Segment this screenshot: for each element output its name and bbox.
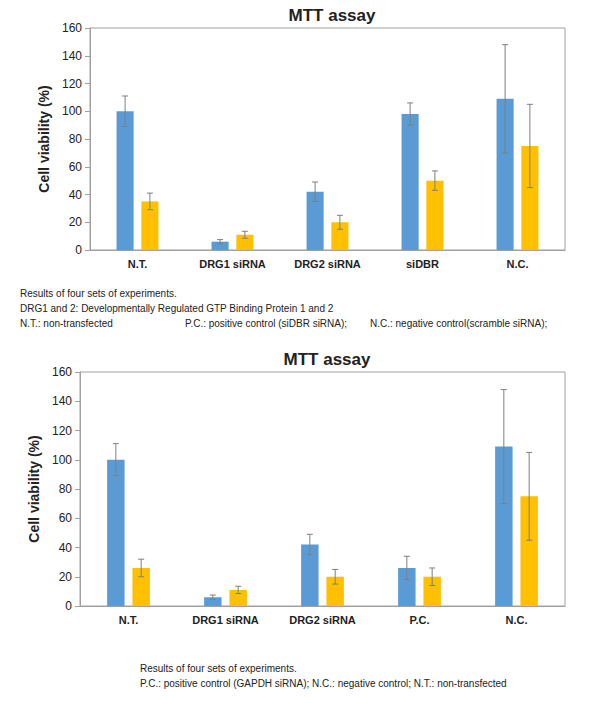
svg-text:N.T.: N.T. bbox=[128, 258, 148, 270]
svg-text:Cell viability (%): Cell viability (%) bbox=[26, 435, 42, 542]
svg-text:160: 160 bbox=[62, 21, 82, 35]
svg-text:20: 20 bbox=[69, 215, 83, 229]
svg-text:N.T.: N.T. bbox=[119, 614, 139, 626]
svg-text:P.C.: positive control (GAPDH: P.C.: positive control (GAPDH siRNA); N.… bbox=[140, 678, 507, 689]
svg-text:40: 40 bbox=[69, 188, 83, 202]
svg-text:0: 0 bbox=[75, 243, 82, 257]
svg-text:0: 0 bbox=[65, 599, 72, 613]
svg-text:140: 140 bbox=[62, 49, 82, 63]
svg-text:60: 60 bbox=[59, 511, 73, 525]
svg-text:120: 120 bbox=[52, 424, 72, 438]
svg-text:DRG2 siRNA: DRG2 siRNA bbox=[294, 258, 361, 270]
svg-text:120: 120 bbox=[62, 77, 82, 91]
svg-text:N.C.: negative control(scrambl: N.C.: negative control(scramble siRNA); bbox=[370, 318, 547, 329]
svg-text:DRG1 and 2: Developmentally Re: DRG1 and 2: Developmentally Regulated GT… bbox=[20, 303, 334, 314]
svg-text:N.C.: N.C. bbox=[506, 614, 528, 626]
svg-text:80: 80 bbox=[69, 132, 83, 146]
svg-text:P.C.: positive control (siDBR: P.C.: positive control (siDBR siRNA); bbox=[185, 318, 347, 329]
svg-text:DRG1 siRNA: DRG1 siRNA bbox=[199, 258, 266, 270]
svg-text:DRG2 siRNA: DRG2 siRNA bbox=[289, 614, 356, 626]
svg-text:Cell viability (%): Cell viability (%) bbox=[36, 85, 52, 192]
svg-text:40: 40 bbox=[59, 541, 73, 555]
svg-text:P.C.: P.C. bbox=[410, 614, 430, 626]
svg-text:Results of four sets of experi: Results of four sets of experiments. bbox=[20, 288, 177, 299]
svg-text:Results of four sets of experi: Results of four sets of experiments. bbox=[140, 663, 297, 674]
svg-text:MTT assay: MTT assay bbox=[289, 6, 376, 25]
svg-text:MTT assay: MTT assay bbox=[284, 350, 371, 369]
svg-text:20: 20 bbox=[59, 570, 73, 584]
svg-text:DRG1 siRNA: DRG1 siRNA bbox=[192, 614, 259, 626]
svg-text:N.T.: non-transfected: N.T.: non-transfected bbox=[20, 318, 113, 329]
svg-text:140: 140 bbox=[52, 394, 72, 408]
svg-text:60: 60 bbox=[69, 160, 83, 174]
svg-text:160: 160 bbox=[52, 365, 72, 379]
svg-text:N.C.: N.C. bbox=[507, 258, 529, 270]
svg-text:80: 80 bbox=[59, 482, 73, 496]
svg-text:100: 100 bbox=[52, 453, 72, 467]
svg-text:100: 100 bbox=[62, 104, 82, 118]
svg-text:siDBR: siDBR bbox=[406, 258, 439, 270]
